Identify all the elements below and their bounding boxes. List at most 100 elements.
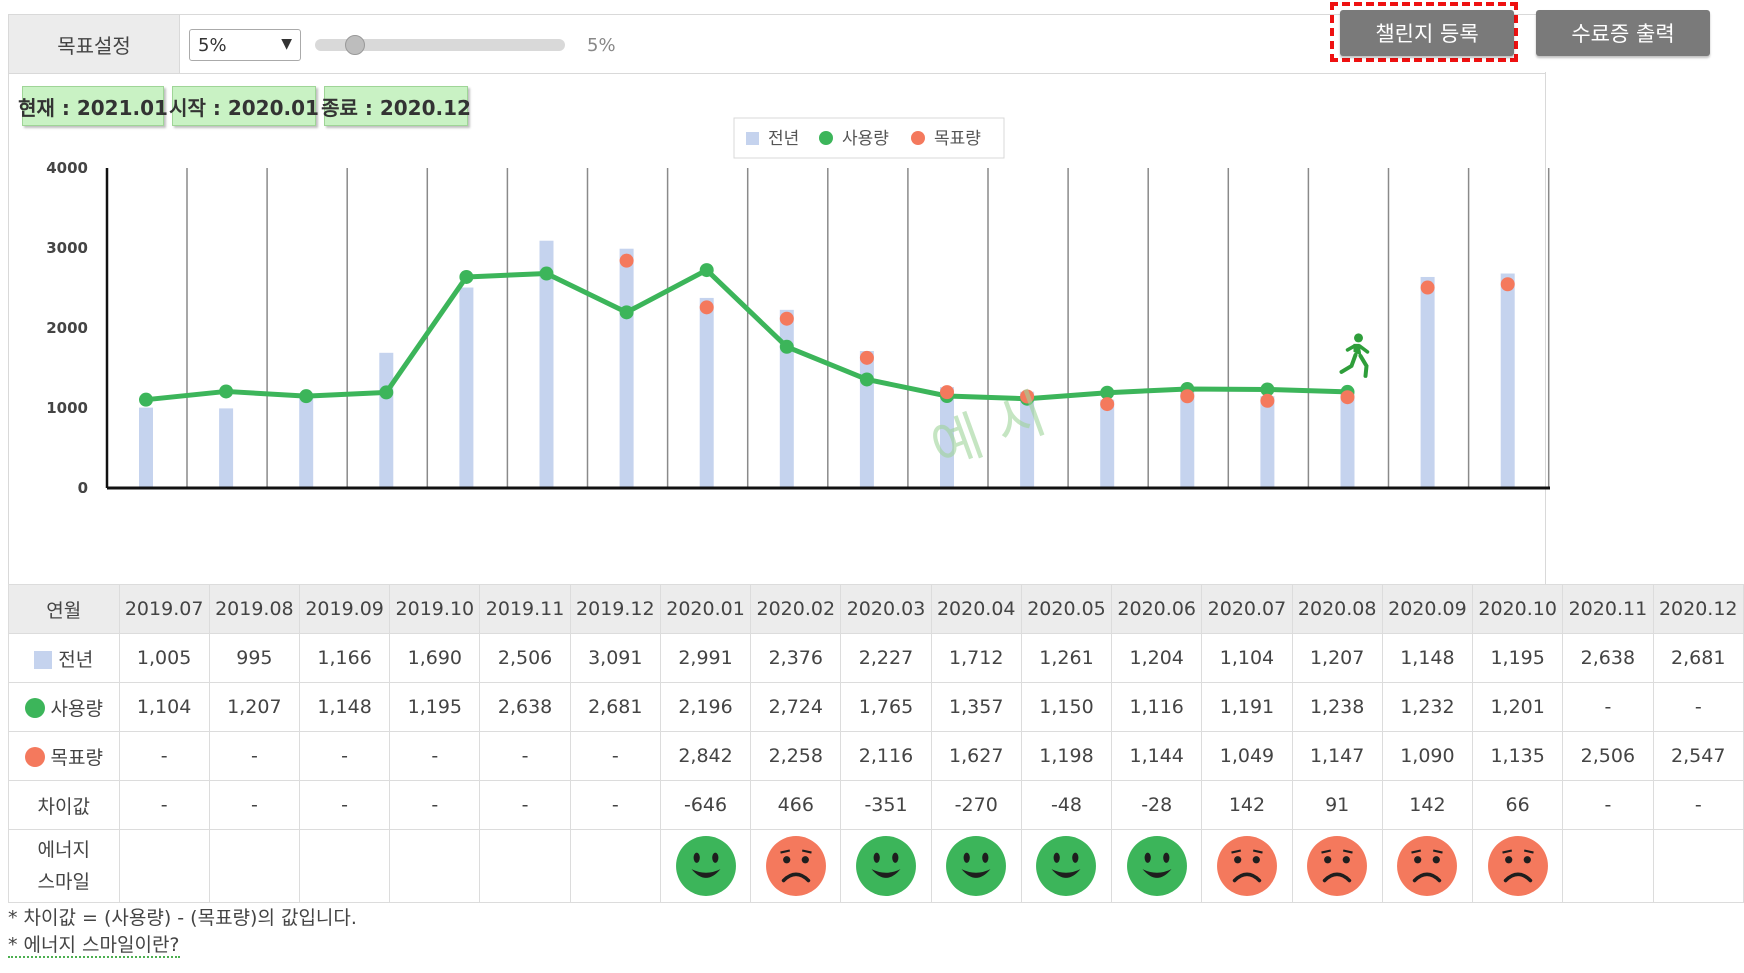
usage-value-cell: 2,724 — [750, 682, 842, 732]
smile-cell — [1291, 829, 1383, 903]
smile-cell — [118, 829, 210, 903]
usage-value-cell: 2,638 — [479, 682, 571, 732]
usage-point — [859, 372, 874, 387]
diff-value-cell: 66 — [1472, 780, 1564, 830]
month-cell: 2020.02 — [750, 584, 842, 634]
bar-prev-year — [459, 287, 474, 488]
y-tick-label: 3000 — [46, 239, 88, 257]
smile-label-line1: 에너지 — [37, 839, 90, 861]
chart-legend: 전년 사용량 목표량 — [733, 117, 1005, 159]
target-value-cell: - — [208, 731, 300, 781]
usage-value-cell: 2,681 — [569, 682, 661, 732]
month-cell: 2020.12 — [1652, 584, 1744, 634]
target-slider-track[interactable] — [315, 39, 565, 51]
challenge-highlight — [1330, 2, 1518, 62]
target-value-cell: 1,144 — [1111, 731, 1203, 781]
month-header: 연월 — [8, 584, 120, 634]
prev-value-cell: 1,166 — [298, 633, 391, 683]
diff-value-cell: 142 — [1201, 780, 1293, 830]
target-point — [619, 253, 634, 268]
usage-row-label: 사용량 — [8, 682, 120, 732]
target-value-cell: 1,627 — [930, 731, 1022, 781]
y-tick-label: 0 — [78, 479, 88, 497]
prev-value-cell: 1,148 — [1381, 633, 1474, 683]
smile-row-label: 에너지 스마일 — [8, 829, 120, 903]
usage-value-cell: 1,207 — [208, 682, 300, 732]
slider-value: 5% — [587, 35, 616, 56]
prev-value-cell: 1,690 — [389, 633, 481, 683]
legend-prev-swatch — [746, 132, 759, 145]
plot-area: 0 1000 2000 3000 4000 — [46, 159, 1550, 497]
diff-value-cell: - — [208, 780, 300, 830]
bar-prev-year — [619, 248, 634, 488]
prev-value-cell: 1,207 — [1291, 633, 1383, 683]
target-point — [1420, 280, 1435, 295]
target-value-cell: - — [479, 731, 571, 781]
diff-value-cell: -48 — [1020, 780, 1113, 830]
bar-prev-year — [859, 351, 874, 488]
target-point — [1180, 389, 1195, 404]
target-point — [699, 300, 714, 315]
target-select[interactable]: 5% ▼ — [189, 29, 301, 61]
prev-value-cell: 3,091 — [569, 633, 661, 683]
certificate-print-button[interactable]: 수료증 출력 — [1536, 10, 1710, 56]
diff-value-cell: -646 — [659, 780, 752, 830]
target-slider-handle[interactable] — [345, 35, 365, 55]
target-label-text: 목표량 — [50, 746, 103, 769]
smile-cell — [1201, 829, 1293, 903]
month-cell: 2020.11 — [1562, 584, 1654, 634]
target-point — [940, 385, 954, 400]
usage-point — [1260, 382, 1275, 397]
target-value-cell: 2,547 — [1652, 731, 1744, 781]
table-row-usage: 사용량 1,104 1,207 1,148 1,195 2,638 2,681 2,196 2… — [8, 682, 1744, 732]
target-select-value: 5% — [198, 34, 227, 56]
bar-prev-year — [1340, 392, 1355, 488]
month-cell: 2019.12 — [569, 584, 661, 634]
smile-cell — [1562, 829, 1654, 903]
usage-value-cell: 1,148 — [298, 682, 391, 732]
prev-value-cell: 1,261 — [1020, 633, 1113, 683]
sad-face-icon — [1397, 836, 1458, 896]
month-cell: 2020.05 — [1020, 584, 1113, 634]
smile-cell — [1020, 829, 1113, 903]
usage-point — [619, 305, 634, 320]
diff-value-cell: 466 — [750, 780, 842, 830]
smile-cell — [208, 829, 300, 903]
target-value-cell: 1,049 — [1201, 731, 1293, 781]
usage-point — [219, 384, 234, 399]
usage-point — [699, 263, 714, 278]
bar-prev-year — [1260, 396, 1275, 488]
target-value-cell: 2,506 — [1562, 731, 1654, 781]
prev-value-cell: 1,195 — [1472, 633, 1564, 683]
usage-value-cell: 1,116 — [1111, 682, 1203, 732]
energy-smile-help-link[interactable]: * 에너지 스마일이란? — [8, 934, 180, 958]
smile-cell — [659, 829, 752, 903]
sad-face-icon — [765, 836, 826, 896]
happy-face-icon — [1036, 836, 1097, 896]
diff-row-label: 차이값 — [8, 780, 120, 830]
usage-point — [379, 385, 394, 400]
month-cell: 2020.03 — [840, 584, 932, 634]
month-cell: 2020.07 — [1201, 584, 1293, 634]
bar-prev-year — [1020, 391, 1035, 488]
prev-value-cell: 2,991 — [659, 633, 752, 683]
smile-cell — [298, 829, 391, 903]
prev-value-cell: 1,005 — [118, 633, 210, 683]
usage-line — [145, 267, 1348, 403]
notes: * 차이값 = (사용량) - (목표량)의 값입니다. * 에너지 스마일이란… — [8, 905, 357, 959]
bar-prev-year — [1100, 399, 1115, 488]
prev-swatch-icon — [34, 650, 53, 669]
target-point — [1260, 393, 1275, 408]
usage-value-cell: 1,104 — [118, 682, 210, 732]
month-cell: 2019.08 — [208, 584, 300, 634]
happy-face-icon — [1126, 836, 1187, 896]
legend-prev-label: 전년 — [768, 129, 799, 149]
challenge-register-button[interactable]: 챌린지 등록 — [1340, 10, 1514, 56]
target-point — [859, 350, 874, 365]
diff-value-cell: - — [389, 780, 481, 830]
diff-value-cell: - — [479, 780, 571, 830]
usage-point — [779, 339, 794, 354]
usage-point — [539, 266, 554, 281]
prev-value-cell: 2,638 — [1562, 633, 1654, 683]
usage-value-cell: 1,201 — [1472, 682, 1564, 732]
